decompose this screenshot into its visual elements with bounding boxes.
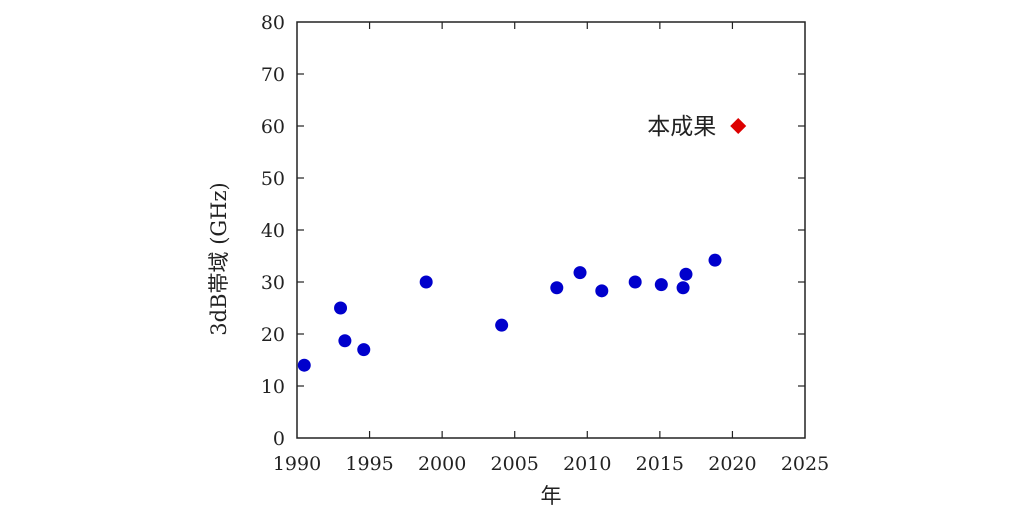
circle-point	[679, 267, 693, 281]
circle-point	[419, 275, 433, 289]
x-tick-label: 2025	[781, 453, 829, 475]
circle-point	[338, 334, 352, 348]
y-tick-label: 30	[261, 272, 285, 294]
y-tick-label: 50	[261, 168, 285, 190]
y-tick-label: 80	[261, 12, 285, 34]
plot-frame	[296, 21, 806, 439]
circle-point	[297, 358, 311, 372]
x-tick-label: 2000	[418, 453, 466, 475]
circle-point	[495, 318, 509, 332]
y-tick-label: 40	[261, 220, 285, 242]
y-tick-label: 60	[261, 116, 285, 138]
axis-tick-labels: 1990 1995 2000 2005 2010 2015 2020 2025 0 10 20 30 4…	[261, 12, 829, 475]
data-points	[297, 118, 747, 372]
circle-point	[357, 343, 371, 357]
x-axis-title: 年	[541, 484, 562, 508]
circle-point	[595, 284, 609, 298]
y-axis-title: 3dB帯域 (GHz)	[207, 182, 231, 335]
circle-point	[676, 281, 690, 295]
axis-ticks	[297, 22, 805, 438]
x-tick-label: 2015	[636, 453, 684, 475]
x-tick-label: 1995	[345, 453, 393, 475]
circle-point	[628, 275, 642, 289]
y-tick-label: 70	[261, 64, 285, 86]
circle-point	[708, 253, 722, 267]
x-tick-label: 2010	[563, 453, 611, 475]
x-tick-label: 2020	[708, 453, 756, 475]
circle-point	[550, 281, 564, 295]
circle-point	[334, 301, 348, 315]
y-tick-label: 0	[273, 428, 285, 450]
circle-point	[654, 278, 668, 292]
y-tick-label: 10	[261, 376, 285, 398]
y-tick-label: 20	[261, 324, 285, 346]
x-tick-label: 2005	[491, 453, 539, 475]
diamond-point	[730, 118, 747, 134]
x-tick-label: 1990	[273, 453, 321, 475]
annotation-label: 本成果	[647, 114, 716, 140]
plot-border	[296, 21, 806, 439]
circle-point	[573, 266, 587, 280]
